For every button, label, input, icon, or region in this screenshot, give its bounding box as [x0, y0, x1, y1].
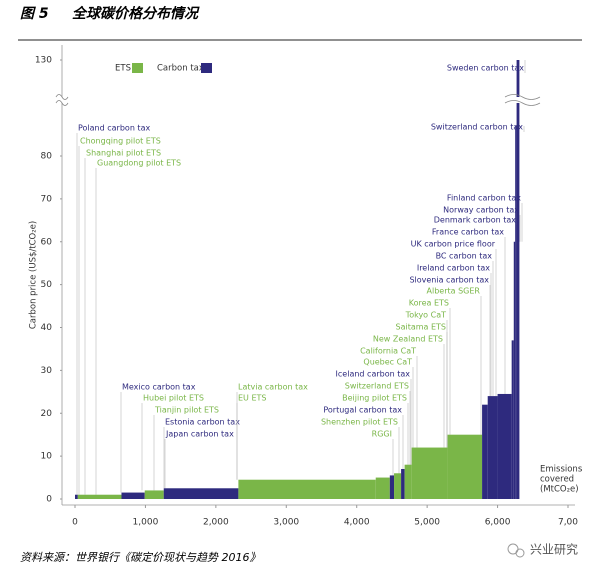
step-bar [487, 396, 498, 499]
x-axis-label: covered [540, 475, 574, 485]
x-tick-label: 0 [72, 518, 78, 528]
step-bar [404, 464, 412, 499]
instrument-label: Korea ETS [409, 299, 449, 308]
instrument-label: Saitama ETS [396, 323, 447, 332]
instrument-label: EU ETS [238, 394, 266, 403]
instrument-label: Hubei pilot ETS [143, 394, 204, 403]
instrument-label: New Zealand ETS [373, 335, 443, 344]
step-bar [75, 494, 78, 499]
axis-break-gap [505, 97, 540, 103]
source-note: 资料来源：世界银行《碳定价现状与趋势 2016》 [20, 551, 261, 564]
legend-label: ETS [115, 64, 131, 74]
instrument-label: Shanghai pilot ETS [86, 149, 161, 158]
instrument-label: BC carbon tax [436, 252, 493, 261]
axis-break [55, 100, 69, 106]
instrument-label: RGGI [372, 430, 392, 439]
instrument-label: Latvia carbon tax [238, 383, 308, 392]
instrument-label: Denmark carbon tax [434, 216, 517, 225]
y-tick-label: 10 [41, 452, 53, 462]
x-tick-label: 3,000 [273, 518, 299, 528]
watermark: 兴业研究 [530, 542, 578, 557]
instrument-label: California CaT [360, 347, 416, 356]
y-axis-label: Carbon price (US$/tCO₂e) [29, 221, 39, 329]
step-bar [163, 488, 239, 499]
x-tick-label: 4,000 [344, 518, 370, 528]
step-bar [238, 479, 376, 499]
y-tick-label: 130 [35, 56, 52, 66]
axis-break [55, 94, 69, 100]
step-bar [375, 477, 390, 499]
instrument-label: Shenzhen pilot ETS [321, 418, 398, 427]
instrument-label: Poland carbon tax [78, 124, 150, 133]
y-tick-label: 0 [46, 495, 52, 505]
step-bar [394, 473, 402, 499]
x-axis-label: Emissions [540, 465, 583, 475]
y-tick-label: 60 [41, 237, 53, 247]
step-bar [77, 494, 122, 499]
instrument-label: Tokyo CaT [405, 311, 446, 320]
instrument-label: UK carbon price floor [411, 240, 496, 249]
y-tick-label: 70 [41, 194, 53, 204]
instrument-label: Alberta SGER [427, 287, 481, 296]
step-bar [121, 492, 145, 499]
instrument-label: Ireland carbon tax [417, 264, 490, 273]
instrument-label: Sweden carbon tax [447, 64, 524, 73]
legend-label: Carbon tax [157, 64, 204, 74]
x-tick-label: 2,000 [203, 518, 229, 528]
step-bar [389, 475, 395, 499]
x-tick-label: 5,000 [414, 518, 440, 528]
y-tick-label: 30 [41, 366, 53, 376]
axis-break [504, 100, 541, 106]
instrument-label: Iceland carbon tax [336, 370, 411, 379]
instrument-label: Japan carbon tax [165, 430, 234, 439]
step-bar [497, 393, 512, 499]
step-bar [511, 340, 514, 499]
legend-swatch [201, 63, 212, 73]
instrument-label: Quebec CaT [363, 358, 412, 367]
x-tick-label: 1,000 [133, 518, 159, 528]
axis-break-gap [56, 97, 68, 103]
instrument-label: Switzerland ETS [345, 382, 409, 391]
instrument-label: Estonia carbon tax [165, 418, 240, 427]
step-bar [515, 125, 517, 500]
instrument-label: Beijing pilot ETS [342, 394, 407, 403]
x-tick-label: 7,00 [558, 518, 578, 528]
instrument-label: Switzerland carbon tax [431, 123, 523, 132]
instrument-label: Chongqing pilot ETS [80, 137, 161, 146]
instrument-label: Finland carbon tax [447, 194, 521, 203]
y-tick-label: 80 [41, 152, 53, 162]
axis-break [504, 94, 541, 100]
step-bar [144, 490, 164, 499]
figure-number: 图 5 [20, 6, 49, 22]
step-bar [516, 60, 520, 499]
step-bar [401, 468, 405, 499]
x-axis-label: (MtCO₂e) [540, 485, 579, 495]
step-bar [513, 241, 516, 499]
y-tick-label: 20 [41, 409, 53, 419]
step-bar [482, 404, 488, 499]
instrument-label: Norway carbon tax [443, 206, 519, 215]
instrument-label: Tianjin pilot ETS [154, 406, 219, 415]
instrument-label: Guangdong pilot ETS [97, 159, 181, 168]
x-tick-label: 6,000 [485, 518, 511, 528]
instrument-label: Mexico carbon tax [122, 383, 196, 392]
step-bar [447, 434, 483, 499]
instrument-label: France carbon tax [432, 228, 504, 237]
figure-title: 全球碳价格分布情况 [72, 5, 200, 22]
y-tick-label: 40 [41, 323, 53, 333]
instrument-label: Slovenia carbon tax [409, 276, 489, 285]
legend-swatch [132, 63, 143, 73]
step-bar [411, 447, 448, 499]
y-tick-label: 50 [41, 280, 53, 290]
instrument-label: Portugal carbon tax [323, 406, 402, 415]
watermark-icon [507, 543, 525, 558]
